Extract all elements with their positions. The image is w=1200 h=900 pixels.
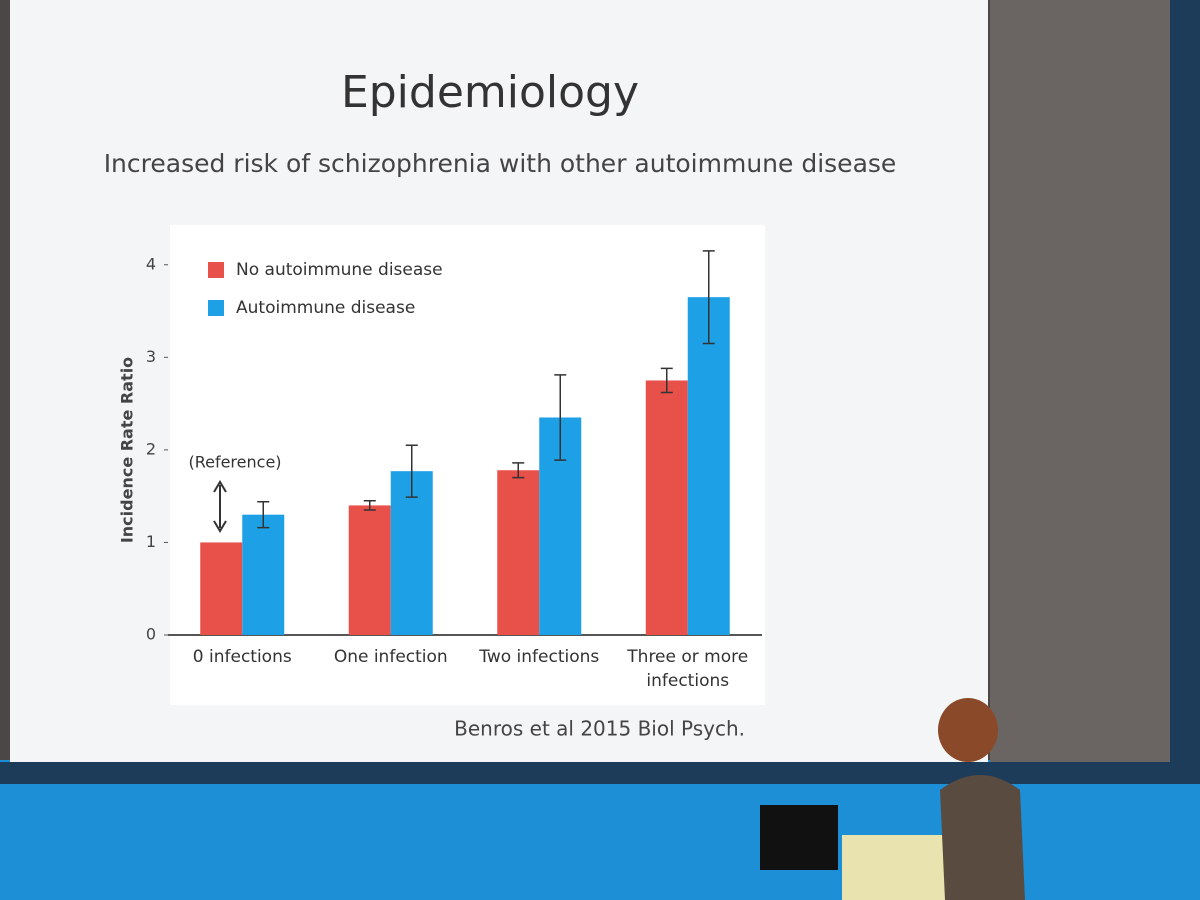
slide-subtitle: Increased risk of schizophrenia with oth… <box>104 149 897 178</box>
error-bar <box>363 500 376 511</box>
source: Benros et al 2015 Biol Psych. <box>454 717 745 741</box>
x-tick-label: 0 infections <box>192 647 292 667</box>
error-bar <box>257 500 270 529</box>
x-tick-label: Three or more infections <box>627 647 749 691</box>
legend-swatch <box>208 262 224 278</box>
legend-label: Autoimmune disease <box>236 298 415 318</box>
error-bar <box>702 250 715 345</box>
x-tick-label: Two infections <box>479 647 600 667</box>
legend-swatch <box>208 300 224 316</box>
monitor <box>760 805 838 870</box>
bar <box>348 505 391 635</box>
legend-label: No autoimmune disease <box>236 260 443 280</box>
truss-side <box>1170 0 1200 770</box>
truss <box>0 762 1200 784</box>
error-bar <box>405 444 418 498</box>
error-bar <box>660 367 673 394</box>
slide-title: Epidemiology <box>341 67 639 118</box>
screen-edge <box>990 0 1170 762</box>
bar <box>645 380 688 635</box>
bar <box>497 470 540 635</box>
y-tick-label: 1 <box>146 532 156 551</box>
arrow-heads <box>213 480 227 533</box>
bar <box>687 297 730 635</box>
bar <box>242 514 285 635</box>
y-tick-label: 3 <box>146 347 156 366</box>
y-tick-label: 4 <box>146 254 156 273</box>
annotation: (Reference) <box>188 453 281 472</box>
y-tick-label: 2 <box>146 439 156 458</box>
error-bar <box>512 462 525 479</box>
speaker-head <box>938 698 998 762</box>
bar <box>200 542 243 635</box>
speaker-body <box>940 775 1025 900</box>
y-tick-label: 0 <box>146 625 156 644</box>
y-axis-label: Incidence Rate Ratio <box>118 357 137 543</box>
x-tick-label: One infection <box>333 647 448 667</box>
error-bar <box>554 374 567 461</box>
bar <box>390 471 433 635</box>
